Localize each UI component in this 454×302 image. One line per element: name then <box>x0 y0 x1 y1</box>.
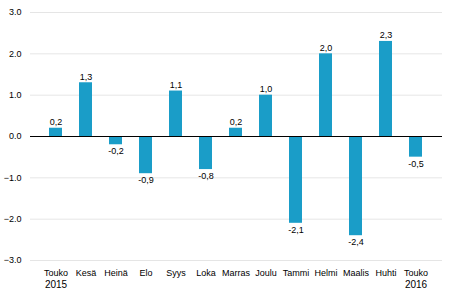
svg-text:-0,5: -0,5 <box>408 159 424 169</box>
svg-text:-2,1: -2,1 <box>288 225 304 235</box>
svg-text:−2.0: −2.0 <box>4 214 22 224</box>
svg-text:Tammi: Tammi <box>283 268 310 278</box>
svg-text:Kesä: Kesä <box>76 268 97 278</box>
svg-text:1,0: 1,0 <box>260 84 273 94</box>
svg-text:0,2: 0,2 <box>50 117 63 127</box>
svg-text:Huhti: Huhti <box>375 268 396 278</box>
svg-text:Touko: Touko <box>44 268 68 278</box>
svg-text:-2,4: -2,4 <box>348 237 364 247</box>
svg-text:0.0: 0.0 <box>9 131 22 141</box>
svg-text:Maalis: Maalis <box>343 268 370 278</box>
svg-text:2015: 2015 <box>45 279 68 290</box>
svg-text:-0,2: -0,2 <box>108 146 124 156</box>
svg-text:2.0: 2.0 <box>9 49 22 59</box>
svg-text:-0,8: -0,8 <box>198 171 214 181</box>
svg-text:0,2: 0,2 <box>230 117 243 127</box>
svg-text:Marras: Marras <box>222 268 251 278</box>
svg-text:−1.0: −1.0 <box>4 173 22 183</box>
svg-text:Touko: Touko <box>404 268 428 278</box>
svg-text:3.0: 3.0 <box>9 7 22 17</box>
svg-text:−3.0: −3.0 <box>4 255 22 265</box>
svg-text:-0,9: -0,9 <box>138 175 154 185</box>
svg-text:2016: 2016 <box>405 279 428 290</box>
svg-text:Heinä: Heinä <box>104 268 128 278</box>
svg-text:Loka: Loka <box>196 268 216 278</box>
svg-text:Elo: Elo <box>139 268 152 278</box>
svg-text:1.0: 1.0 <box>9 90 22 100</box>
svg-text:2,3: 2,3 <box>380 30 393 40</box>
svg-text:Syys: Syys <box>166 268 186 278</box>
svg-text:Helmi: Helmi <box>314 268 337 278</box>
svg-text:Joulu: Joulu <box>255 268 277 278</box>
svg-text:1,3: 1,3 <box>80 72 93 82</box>
svg-text:1,1: 1,1 <box>170 80 183 90</box>
svg-text:2,0: 2,0 <box>320 43 333 53</box>
